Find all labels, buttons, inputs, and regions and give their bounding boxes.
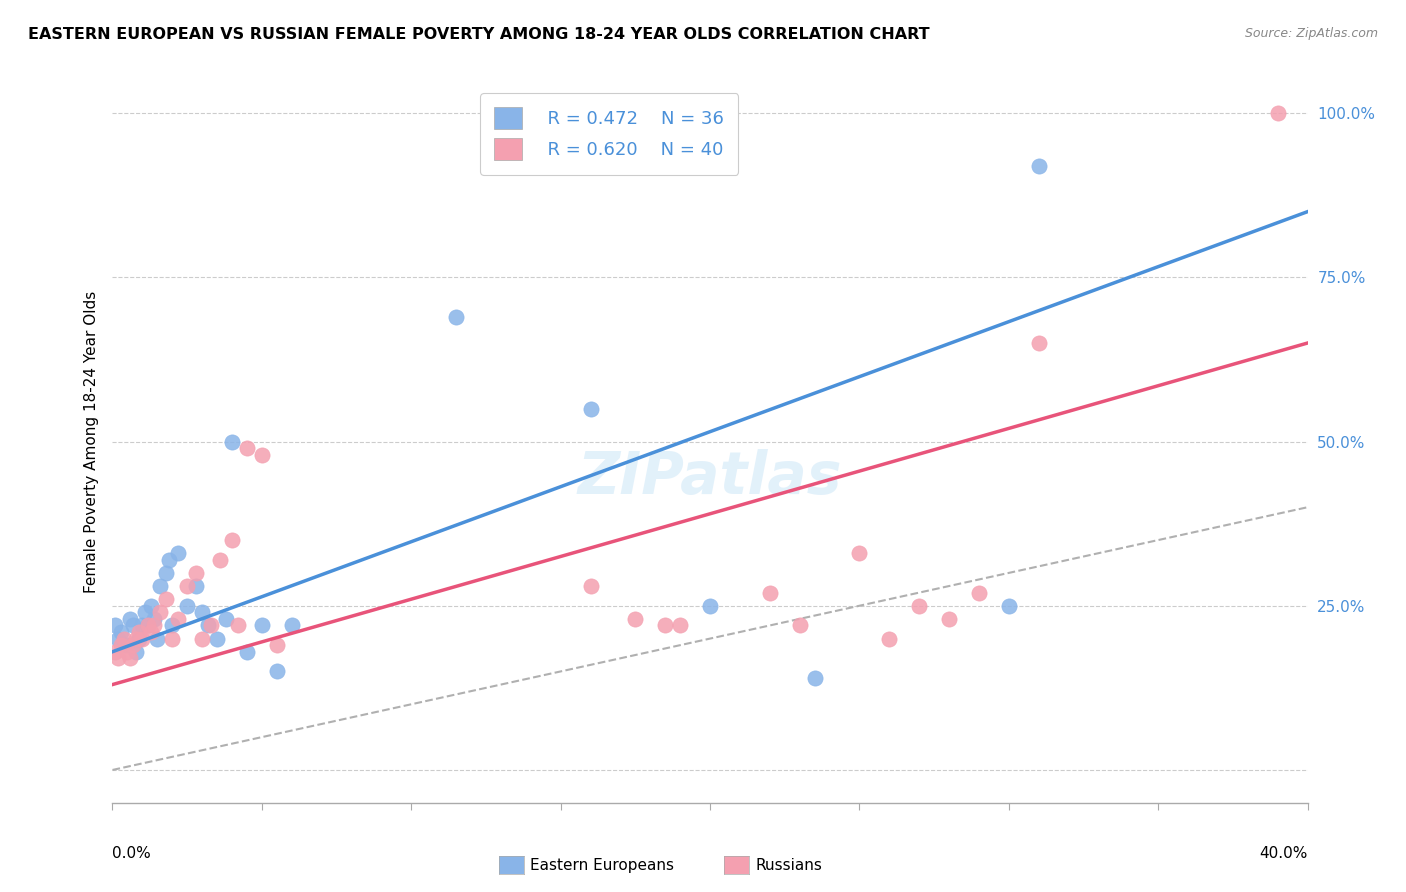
Point — [200, 618, 222, 632]
Point — [221, 434, 243, 449]
Point — [107, 632, 129, 646]
Point — [125, 632, 148, 646]
Point — [134, 605, 156, 619]
Point — [120, 612, 142, 626]
Text: Russians: Russians — [755, 858, 823, 872]
Point — [143, 618, 166, 632]
Text: 0.0%: 0.0% — [112, 847, 152, 861]
Point — [122, 638, 145, 652]
Point — [191, 632, 214, 646]
Point — [110, 625, 132, 640]
Point — [128, 632, 150, 646]
Point — [114, 632, 135, 646]
Point — [209, 553, 232, 567]
Point — [967, 585, 990, 599]
Point — [157, 553, 180, 567]
Point — [128, 625, 150, 640]
Point — [205, 632, 228, 646]
Point — [624, 612, 647, 626]
Point — [117, 645, 139, 659]
Y-axis label: Female Poverty Among 18-24 Year Olds: Female Poverty Among 18-24 Year Olds — [83, 291, 98, 592]
Point — [250, 618, 273, 632]
Point — [236, 645, 259, 659]
Point — [215, 612, 238, 626]
Point — [131, 632, 153, 646]
Point — [162, 618, 183, 632]
Point — [908, 599, 931, 613]
Point — [789, 618, 811, 632]
Point — [236, 441, 259, 455]
Point — [998, 599, 1021, 613]
Point — [104, 645, 127, 659]
Point — [1267, 106, 1289, 120]
Point — [167, 612, 190, 626]
Text: EASTERN EUROPEAN VS RUSSIAN FEMALE POVERTY AMONG 18-24 YEAR OLDS CORRELATION CHA: EASTERN EUROPEAN VS RUSSIAN FEMALE POVER… — [28, 27, 929, 42]
Point — [266, 665, 288, 679]
Point — [107, 651, 129, 665]
Point — [444, 310, 467, 324]
Point — [221, 533, 243, 547]
Point — [120, 651, 142, 665]
Point — [281, 618, 304, 632]
Point — [699, 599, 721, 613]
Point — [803, 671, 825, 685]
Point — [879, 632, 901, 646]
Point — [141, 599, 163, 613]
Point — [191, 605, 214, 619]
Point — [162, 632, 183, 646]
Point — [149, 605, 172, 619]
Point — [186, 566, 208, 580]
Text: 40.0%: 40.0% — [1260, 847, 1308, 861]
Point — [654, 618, 676, 632]
Point — [117, 638, 139, 652]
Point — [125, 645, 148, 659]
Point — [579, 401, 602, 416]
Point — [146, 632, 169, 646]
Point — [250, 448, 273, 462]
Text: ZIPatlas: ZIPatlas — [578, 450, 842, 506]
Point — [226, 618, 249, 632]
Point — [143, 612, 166, 626]
Point — [149, 579, 172, 593]
Point — [197, 618, 219, 632]
Point — [848, 546, 870, 560]
Point — [1028, 159, 1050, 173]
Point — [155, 592, 177, 607]
Point — [176, 599, 198, 613]
Text: Eastern Europeans: Eastern Europeans — [530, 858, 673, 872]
Point — [1028, 336, 1050, 351]
Point — [138, 618, 160, 632]
Point — [141, 625, 163, 640]
Point — [669, 618, 692, 632]
Point — [266, 638, 288, 652]
Point — [759, 585, 782, 599]
Point — [186, 579, 208, 593]
Point — [176, 579, 198, 593]
Point — [110, 638, 132, 652]
Point — [938, 612, 960, 626]
Legend:   R = 0.472    N = 36,   R = 0.620    N = 40: R = 0.472 N = 36, R = 0.620 N = 40 — [479, 93, 738, 175]
Point — [167, 546, 190, 560]
Point — [138, 618, 160, 632]
Text: Source: ZipAtlas.com: Source: ZipAtlas.com — [1244, 27, 1378, 40]
Point — [131, 618, 153, 632]
Point — [579, 579, 602, 593]
Point — [155, 566, 177, 580]
Point — [122, 618, 145, 632]
Point — [104, 618, 127, 632]
